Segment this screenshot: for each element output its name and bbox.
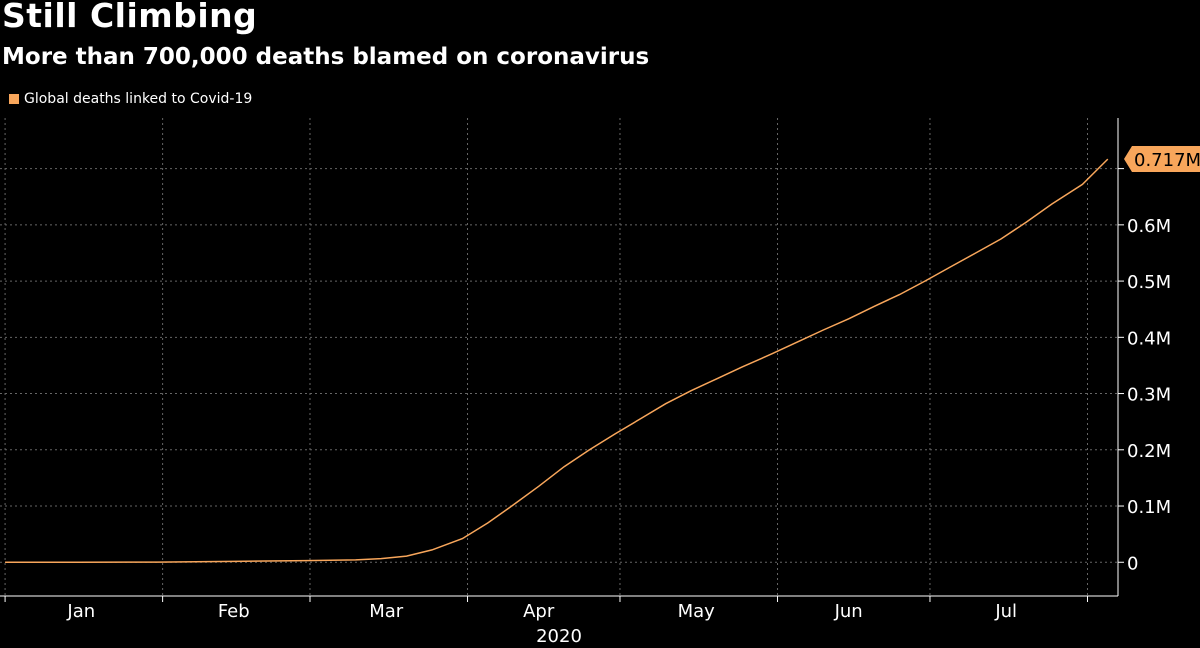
y-tick-label-5: 0.5M [1127, 272, 1171, 293]
x-axis-label: 2020 [536, 626, 582, 647]
y-tick-label-4: 0.4M [1127, 328, 1171, 349]
x-tick-label-5: Jun [834, 601, 863, 622]
y-tick-label-0: 0 [1127, 553, 1138, 574]
y-tick-label-6: 0.6M [1127, 216, 1171, 237]
x-tick-label-3: Apr [523, 601, 555, 622]
y-tick-label-3: 0.3M [1127, 385, 1171, 406]
legend: Global deaths linked to Covid-19 [9, 91, 252, 107]
legend-swatch [9, 94, 19, 104]
y-tick-label-1: 0.1M [1127, 497, 1171, 518]
chart-title: Still Climbing [2, 0, 258, 35]
x-tick-label-4: May [678, 601, 716, 622]
last-value-badge [1124, 146, 1200, 173]
x-tick-label-6: Jul [994, 601, 1017, 622]
x-tick-label-1: Feb [218, 601, 250, 622]
last-value-text: 0.717M [1134, 150, 1200, 171]
x-tick-label-2: Mar [369, 601, 404, 622]
y-tick-label-2: 0.2M [1127, 441, 1171, 462]
legend-label: Global deaths linked to Covid-19 [24, 91, 253, 107]
series-line-global-deaths [5, 158, 1109, 564]
last-value-label: 0.717M [1124, 146, 1200, 173]
x-tick-label-0: Jan [66, 601, 95, 622]
chart-subtitle: More than 700,000 deaths blamed on coron… [2, 44, 650, 70]
